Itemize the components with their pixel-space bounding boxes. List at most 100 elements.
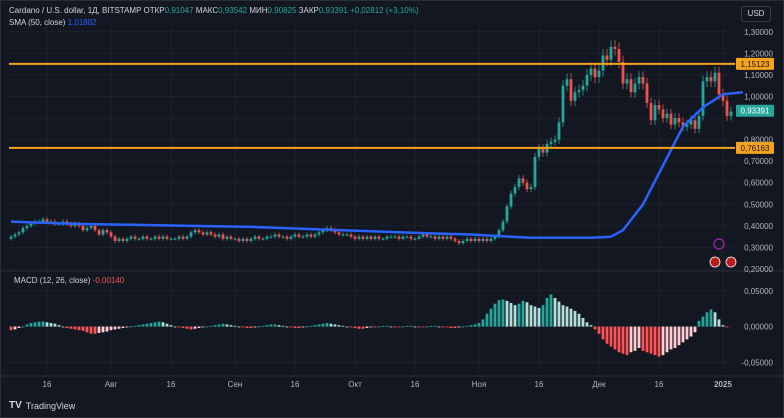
macd-bar: [393, 326, 397, 328]
macd-bar: [585, 322, 589, 327]
candle-body: [525, 182, 529, 190]
macd-bar: [93, 326, 97, 334]
price-tick-label: 0,30000: [744, 243, 773, 252]
candle-body: [457, 240, 461, 244]
macd-bar: [601, 326, 605, 340]
macd-bar: [549, 294, 553, 327]
candle-body: [573, 92, 577, 101]
macd-bar: [365, 326, 369, 328]
macd-bar: [325, 323, 329, 327]
macd-bar: [385, 325, 389, 327]
macd-bar: [21, 326, 25, 328]
macd-bar: [665, 326, 669, 353]
candle-body: [313, 234, 317, 237]
macd-bar: [669, 326, 673, 350]
candle-body: [537, 148, 541, 157]
candle-body: [409, 236, 413, 239]
macd-bar: [225, 324, 229, 327]
macd-bar: [277, 325, 281, 327]
candle-body: [13, 234, 17, 237]
macd-bar: [581, 318, 585, 327]
macd-bar: [221, 323, 225, 327]
price-tick-label: 0,20000: [744, 265, 773, 274]
candle-body: [121, 238, 125, 241]
macd-bar: [713, 312, 717, 327]
price-axis: 1,30000 1,20000 1,10000 1,00000 0,80000 0,700…: [744, 28, 773, 274]
macd-bar: [237, 326, 241, 328]
candle-body: [677, 118, 681, 123]
macd-bar: [169, 325, 173, 327]
macd-bar: [481, 319, 485, 327]
macd-bar: [265, 325, 269, 327]
time-tick-label: Ноя: [472, 380, 487, 389]
candle-body: [165, 236, 169, 239]
macd-bar: [273, 324, 277, 327]
candle-body: [385, 236, 389, 239]
candle-body: [345, 234, 349, 236]
level-label-bg: [736, 57, 774, 70]
macd-bar: [557, 301, 561, 327]
sma-line: [10, 90, 744, 239]
macd-bar: [537, 308, 541, 327]
macd-bar: [229, 325, 233, 327]
macd-tick-label: -0,05000: [741, 358, 773, 367]
price-tick-label: 1,00000: [744, 92, 773, 101]
candle-body: [393, 236, 397, 238]
candle-body: [233, 238, 237, 240]
macd-bar: [513, 305, 517, 327]
macd-bar: [561, 305, 565, 327]
macd-bar: [637, 326, 641, 348]
candle-body: [153, 236, 157, 239]
candle-body: [357, 236, 361, 239]
macd-bar: [73, 326, 77, 330]
macd-bar: [709, 309, 713, 327]
candle-body: [197, 230, 201, 233]
candle-body: [157, 236, 161, 239]
candle-body: [177, 236, 181, 239]
candle-body: [533, 156, 537, 188]
tradingview-logo[interactable]: TV TradingView: [9, 400, 75, 411]
macd-bar: [409, 325, 413, 327]
macd-axis: 0,05000 0,00000 -0,05000: [741, 287, 773, 367]
macd-bar: [441, 326, 445, 328]
candle-body: [669, 113, 673, 125]
macd-bar: [349, 326, 353, 328]
macd-bar: [717, 319, 721, 327]
candle-body: [645, 83, 649, 103]
macd-bar: [165, 323, 169, 327]
sma-legend[interactable]: SMA (50, close) 1,01882: [9, 17, 419, 29]
candle-body: [693, 120, 697, 129]
close-label: ЗАКР: [298, 6, 319, 15]
level-label-bg: [736, 141, 774, 154]
close-value: 0,93391: [318, 6, 348, 15]
candle-body: [469, 238, 473, 241]
candle-body: [21, 228, 25, 233]
macd-legend[interactable]: MACD (12, 26, close) -0,00140: [14, 276, 124, 285]
candle-body: [605, 55, 609, 60]
flag-event-icon: [709, 256, 721, 268]
candles: [9, 40, 733, 245]
macd-bar: [681, 326, 685, 343]
currency-button[interactable]: USD: [741, 6, 771, 22]
candle-body: [589, 68, 593, 75]
candle-body: [101, 230, 105, 235]
macd-bar: [461, 326, 465, 328]
candle-body: [521, 178, 525, 183]
macd-bar: [193, 326, 197, 329]
macd-bar: [593, 326, 597, 330]
candle-body: [577, 90, 581, 93]
candle-body: [133, 236, 137, 239]
macd-bar: [685, 326, 689, 340]
macd-bar: [421, 326, 425, 328]
macd-bar: [297, 326, 301, 328]
macd-bar: [57, 325, 61, 327]
macd-bar: [161, 322, 165, 327]
macd-value: -0,00140: [92, 276, 125, 285]
brand-text: TradingView: [25, 400, 76, 411]
candle-body: [725, 100, 729, 116]
candle-body: [129, 236, 133, 239]
candle-body: [549, 141, 553, 144]
macd-bar: [653, 326, 657, 356]
candle-body: [273, 234, 277, 237]
